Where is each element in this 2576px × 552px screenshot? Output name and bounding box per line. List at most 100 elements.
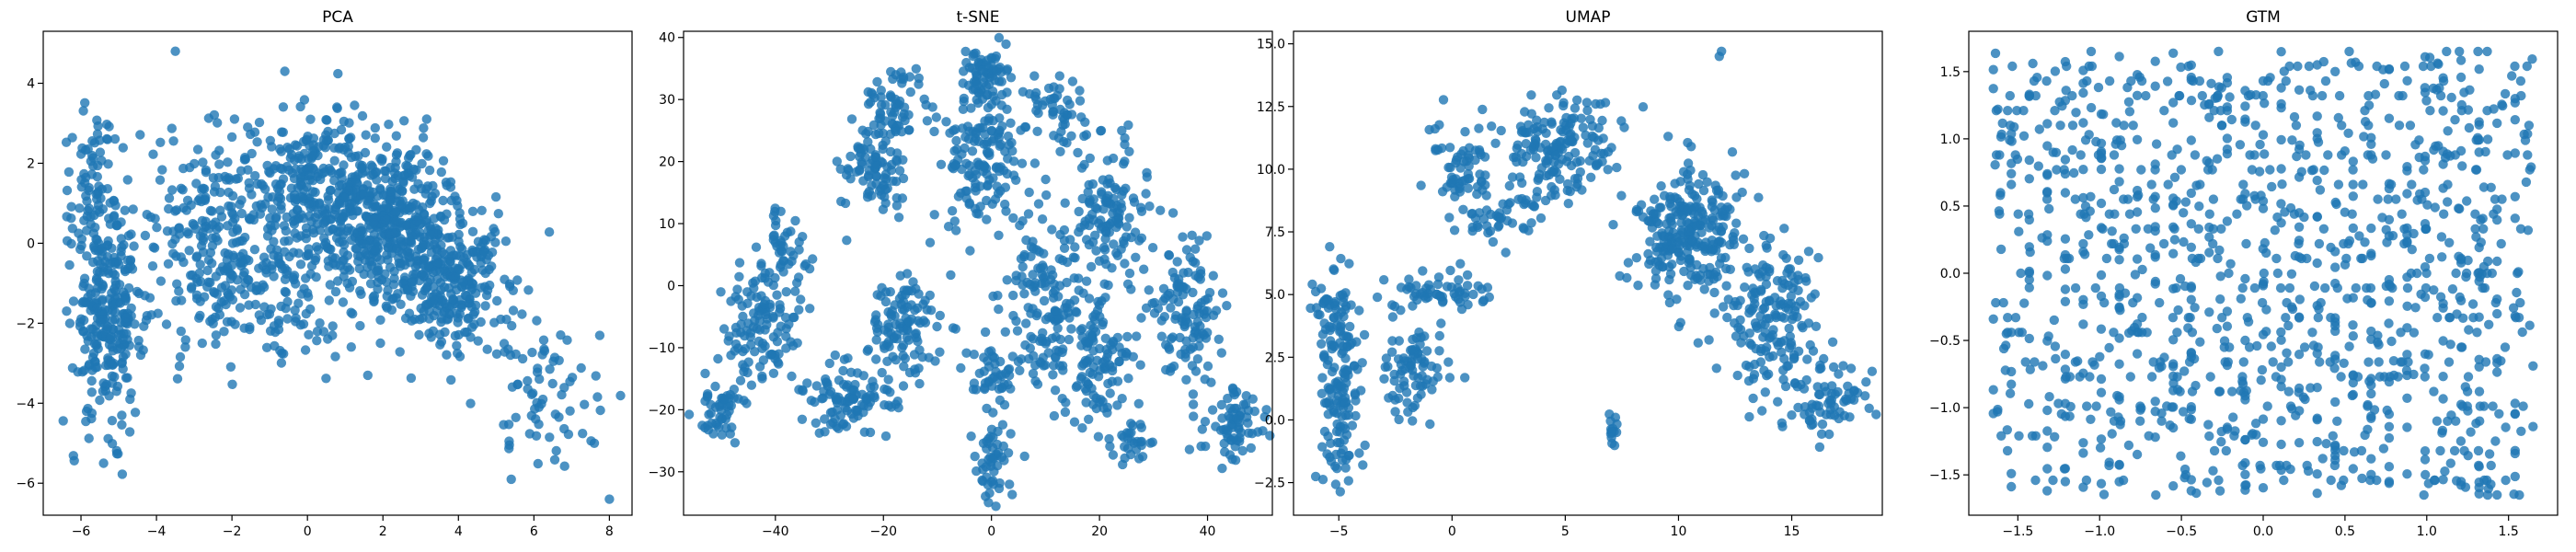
scatter-point [1761, 271, 1771, 282]
scatter-point [2372, 475, 2382, 486]
scatter-point [2294, 312, 2305, 322]
scatter-point [589, 438, 600, 448]
scatter-point [1008, 213, 1018, 224]
scatter-point [2082, 401, 2092, 411]
scatter-point [731, 328, 742, 338]
scatter-point [1202, 361, 1213, 372]
scatter-point [1408, 334, 1418, 345]
scatter-point [2204, 209, 2214, 219]
scatter-point [1118, 186, 1129, 196]
scatter-point [1445, 265, 1455, 276]
scatter-point [977, 65, 988, 75]
scatter-point [361, 248, 371, 259]
scatter-point [993, 189, 1004, 199]
x-tick-label: −2 [223, 524, 242, 539]
scatter-point [966, 103, 976, 113]
scatter-point [1175, 332, 1185, 343]
scatter-point [1077, 423, 1087, 433]
scatter-point [1142, 172, 1153, 182]
scatter-point [1090, 202, 1100, 213]
scatter-point [317, 205, 328, 215]
scatter-point [1448, 175, 1458, 185]
scatter-point [290, 193, 300, 203]
scatter-point [284, 144, 294, 155]
scatter-point [168, 136, 178, 146]
scatter-point [1000, 199, 1010, 210]
scatter-point [1121, 222, 1133, 232]
scatter-point [87, 324, 98, 334]
scatter-point [2071, 108, 2081, 118]
scatter-point [1101, 227, 1111, 237]
scatter-point [282, 266, 293, 276]
scatter-point [225, 362, 236, 372]
scatter-point [406, 373, 417, 384]
scatter-point [1718, 302, 1729, 312]
scatter-point [1096, 126, 1106, 136]
scatter-point [375, 154, 385, 164]
scatter-point [1722, 312, 1732, 323]
scatter-point [1305, 303, 1316, 314]
pca-points [58, 46, 626, 504]
pca-title: PCA [322, 8, 353, 27]
scatter-point [328, 224, 338, 235]
scatter-point [2492, 118, 2502, 129]
scatter-point [1085, 195, 1095, 205]
scatter-point [1069, 273, 1079, 283]
scatter-point [1776, 300, 1786, 310]
scatter-point [2179, 208, 2189, 218]
scatter-point [882, 162, 892, 172]
scatter-point [2421, 469, 2431, 480]
scatter-point [1004, 370, 1015, 381]
scatter-point [1006, 73, 1017, 83]
scatter-point [499, 339, 510, 349]
scatter-point [947, 206, 958, 216]
scatter-point [994, 483, 1005, 494]
scatter-point [385, 186, 396, 197]
scatter-point [526, 410, 536, 420]
scatter-point [1744, 411, 1754, 422]
scatter-point [300, 345, 311, 355]
scatter-point [425, 198, 435, 209]
scatter-point [982, 147, 993, 157]
scatter-point [2294, 383, 2305, 394]
scatter-point [466, 302, 477, 312]
scatter-point [1187, 361, 1198, 371]
y-tick-label: −2.5 [1254, 477, 1285, 491]
scatter-point [1444, 143, 1455, 153]
scatter-point [90, 223, 100, 233]
scatter-point [2148, 357, 2158, 367]
scatter-point [464, 313, 474, 323]
scatter-point [950, 124, 960, 134]
scatter-point [75, 321, 86, 331]
scatter-point [75, 203, 85, 213]
scatter-point [1339, 435, 1350, 445]
scatter-point [1406, 345, 1416, 355]
scatter-point [1132, 331, 1142, 341]
scatter-point [994, 447, 1004, 458]
scatter-point [189, 220, 200, 230]
scatter-point [290, 305, 300, 316]
scatter-point [88, 161, 98, 171]
scatter-point [328, 330, 338, 340]
scatter-point [1249, 406, 1260, 417]
scatter-point [880, 431, 891, 442]
scatter-point [750, 316, 760, 326]
scatter-point [329, 143, 339, 153]
scatter-point [1261, 405, 1271, 415]
scatter-point [305, 269, 316, 279]
scatter-point [508, 305, 519, 316]
scatter-point [1792, 312, 1802, 322]
scatter-point [246, 282, 257, 293]
scatter-point [2216, 83, 2226, 93]
scatter-point [725, 429, 735, 439]
x-tick-label: 15 [1784, 524, 1800, 539]
scatter-point [868, 390, 880, 401]
scatter-point [871, 171, 881, 181]
scatter-point [2312, 383, 2322, 393]
scatter-point [1460, 373, 1470, 383]
scatter-point [1057, 394, 1067, 404]
scatter-point [876, 86, 886, 96]
t-sne-axes-frame [683, 30, 1273, 516]
scatter-point [684, 409, 695, 420]
scatter-point [1217, 413, 1227, 423]
